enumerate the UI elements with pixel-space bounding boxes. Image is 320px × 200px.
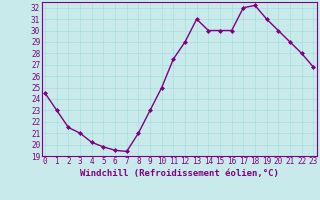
X-axis label: Windchill (Refroidissement éolien,°C): Windchill (Refroidissement éolien,°C)	[80, 169, 279, 178]
